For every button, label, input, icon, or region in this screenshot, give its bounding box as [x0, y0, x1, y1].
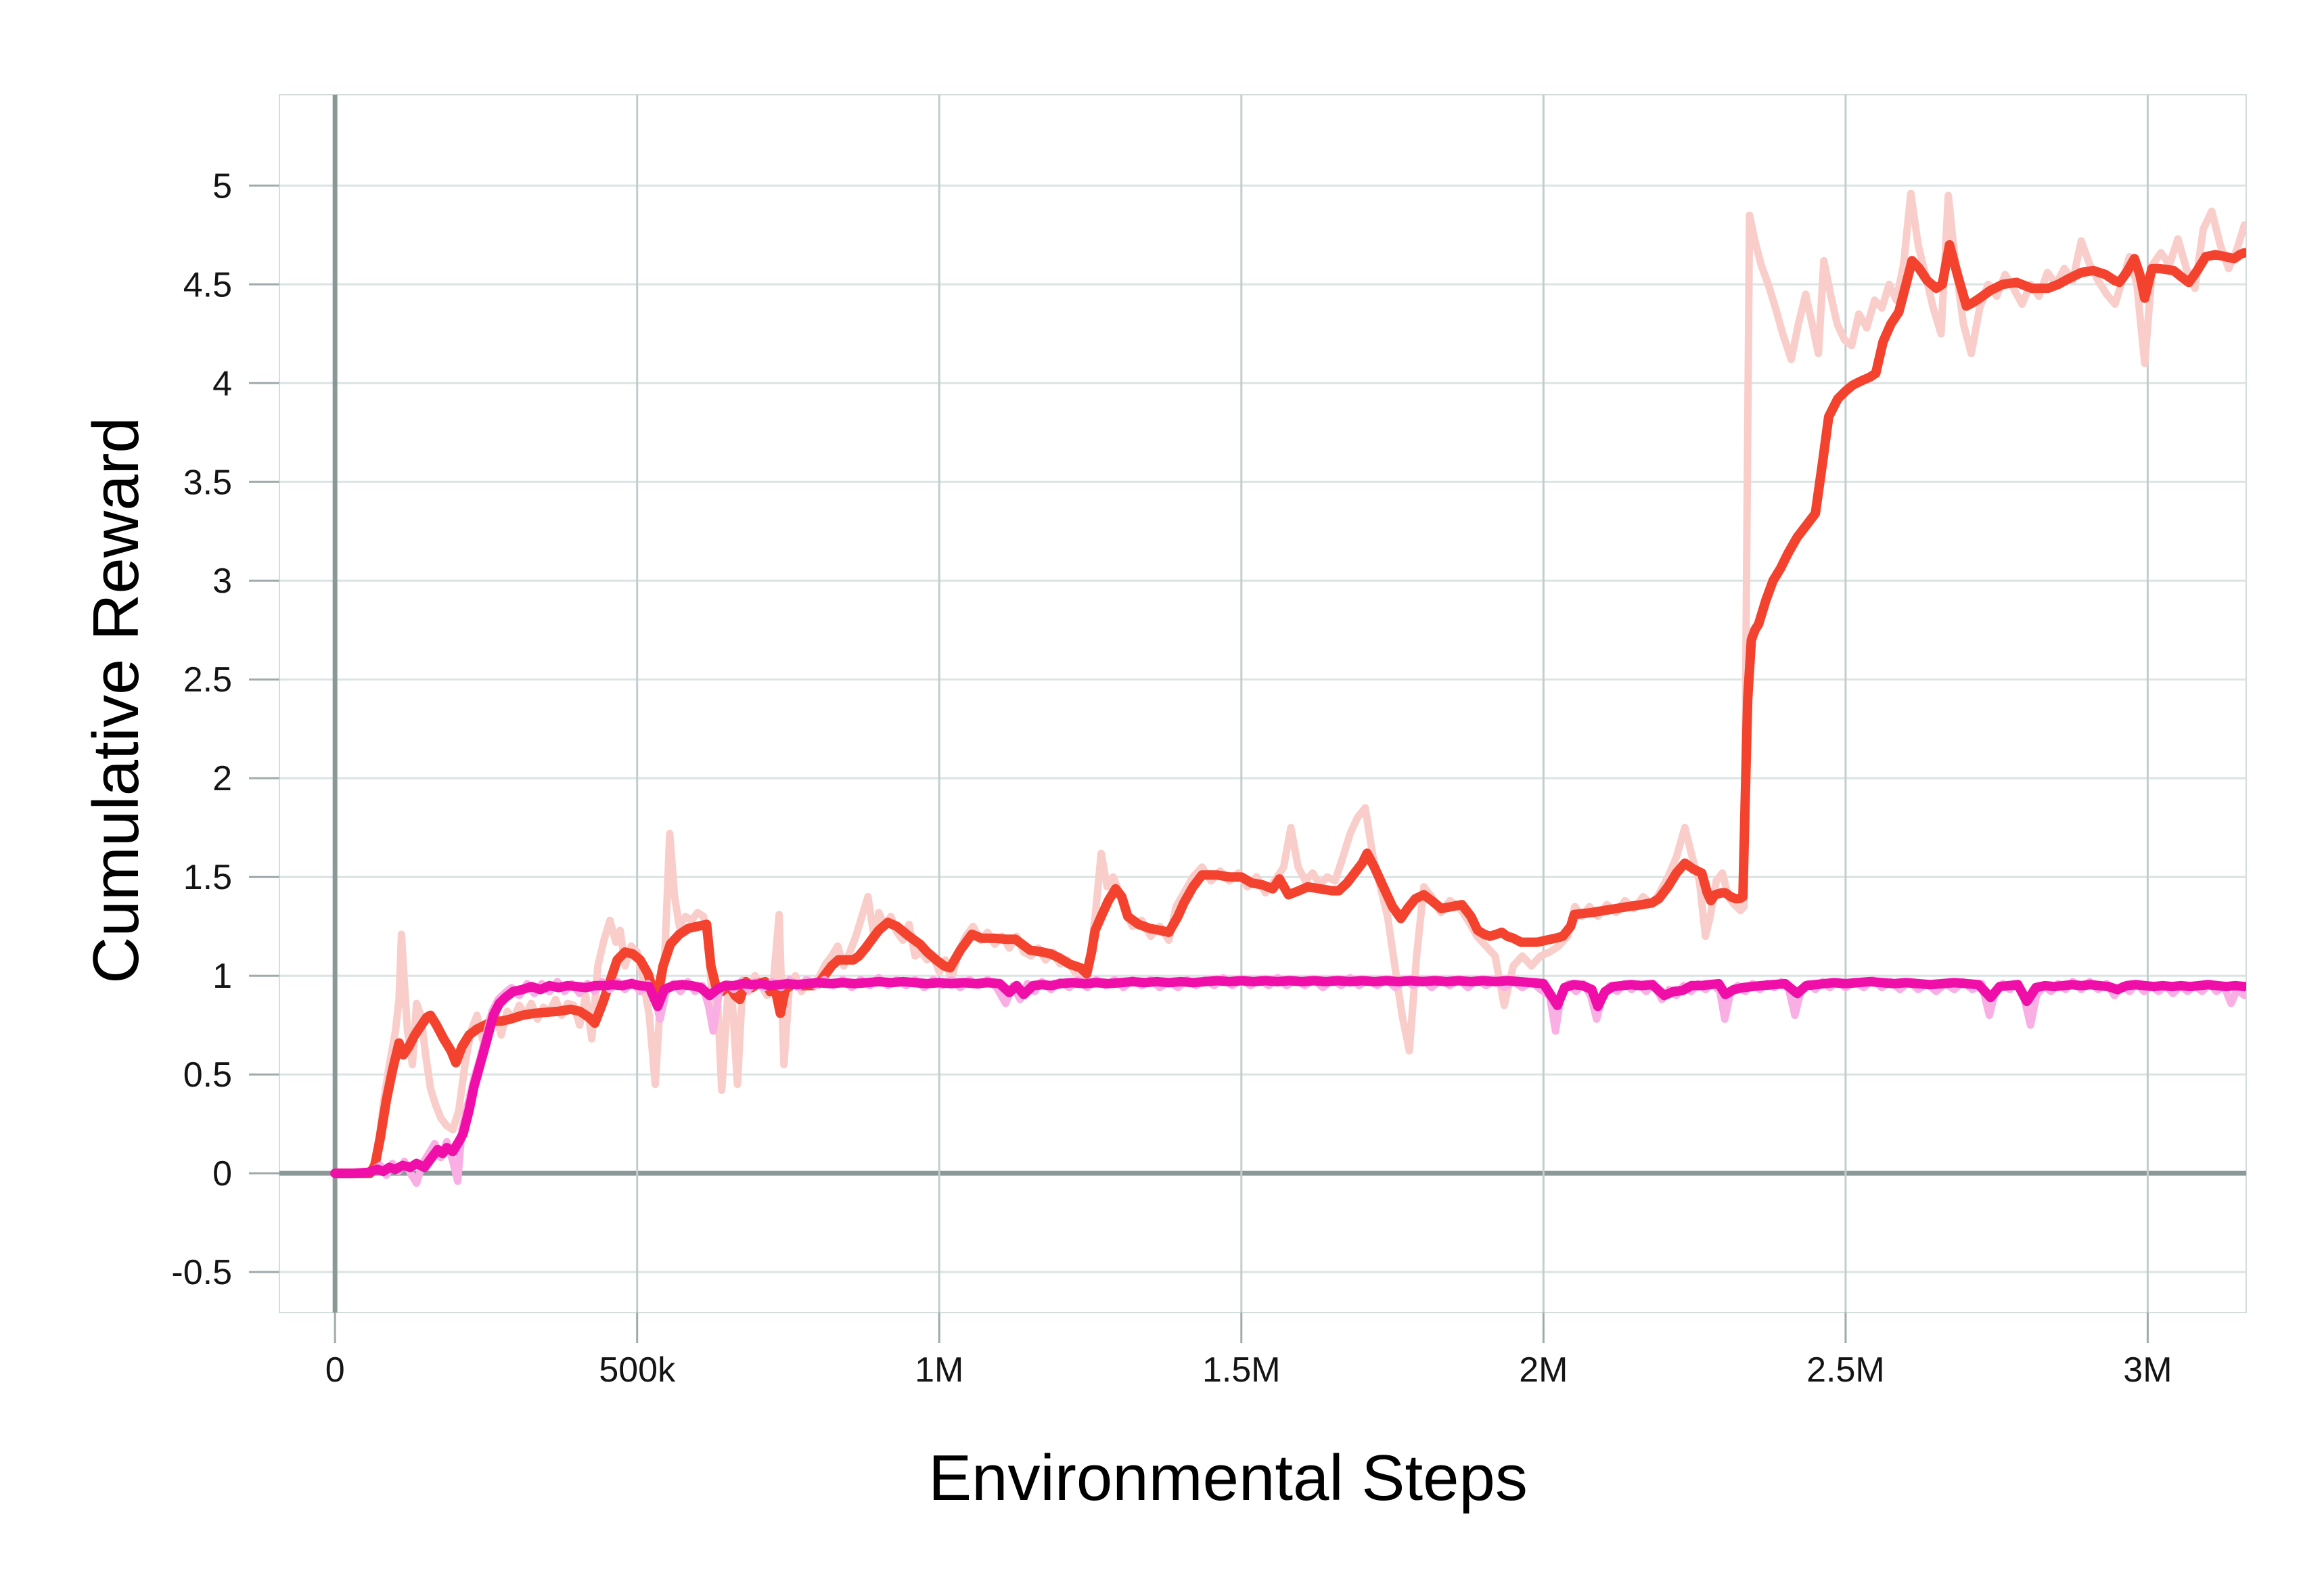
y-tick-label: 0.5	[183, 1055, 232, 1095]
y-tick-label: 1	[212, 957, 232, 996]
plot-panel-border	[279, 94, 2247, 1313]
series-magenta-run-smoothed-line	[330, 976, 2246, 1179]
y-tick-label: -0.5	[171, 1253, 232, 1292]
y-tick-label: 0	[212, 1154, 232, 1193]
y-tick-label: 5	[212, 166, 232, 206]
y-tick-label: 2.5	[183, 660, 232, 700]
x-tick-label: 2M	[1519, 1350, 1568, 1390]
series-magenta-run-raw-line	[331, 974, 2246, 1187]
y-tick-label: 3.5	[183, 463, 232, 502]
y-tick-label: 4.5	[183, 265, 232, 304]
x-tick-label: 500k	[599, 1350, 676, 1390]
series-red-run-smoothed-line	[330, 240, 2246, 1179]
x-tick-label: 2.5M	[1806, 1350, 1885, 1390]
x-tick-label: 1M	[915, 1350, 963, 1390]
y-tick-label: 2	[212, 759, 232, 798]
x-tick-label: 0	[325, 1350, 345, 1390]
y-tick-label: 3	[212, 562, 232, 601]
y-tick-label: 4	[212, 364, 232, 403]
series-red-run-raw-line	[331, 189, 2246, 1177]
x-axis-title: Environmental Steps	[928, 1442, 1528, 1514]
y-tick-label: 1.5	[183, 858, 232, 897]
x-tick-label: 3M	[2123, 1350, 2172, 1390]
x-tick-label: 1.5M	[1202, 1350, 1281, 1390]
y-axis-title: Cumulative Reward	[80, 417, 152, 984]
